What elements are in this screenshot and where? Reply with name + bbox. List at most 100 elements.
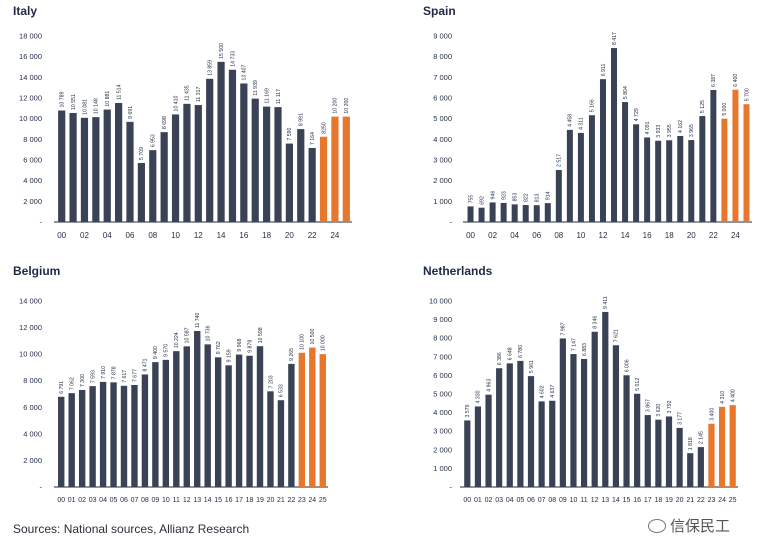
belgium-bar-17 xyxy=(235,354,243,487)
belgium-y-tick-label: 14 000 xyxy=(19,297,42,306)
italy-data-label: 10 148 xyxy=(94,98,100,114)
spain-bar-01 xyxy=(478,207,485,222)
netherlands-data-label: 2 145 xyxy=(699,431,705,444)
netherlands-x-tick-label: 18 xyxy=(654,497,662,504)
belgium-x-tick-label: 18 xyxy=(246,497,254,504)
spain-y-tick-label: 1 000 xyxy=(433,197,452,206)
italy-bar-09 xyxy=(160,132,168,222)
netherlands-bar-24 xyxy=(718,406,726,487)
netherlands-data-label: 6 006 xyxy=(624,359,630,372)
netherlands-y-tick-label: 3 000 xyxy=(433,427,452,436)
italy-bar-11 xyxy=(183,103,191,222)
netherlands-y-tick-label: 4 000 xyxy=(433,408,452,417)
italy-bar-12 xyxy=(194,105,202,222)
italy-bar-22 xyxy=(308,147,316,222)
belgium-x-tick-label: 14 xyxy=(204,497,212,504)
italy-data-label: 10 200 xyxy=(344,98,350,114)
italy-data-label: 7 590 xyxy=(287,127,293,140)
italy-bar-02 xyxy=(80,117,89,222)
netherlands-data-label: 7 987 xyxy=(561,322,567,335)
italy-x-tick-label: 20 xyxy=(285,231,294,240)
spain-y-tick-label: 9 000 xyxy=(433,32,452,41)
spain-data-label: 946 xyxy=(490,191,496,200)
belgium-bar-06 xyxy=(120,385,128,487)
spain-data-label: 6 911 xyxy=(601,63,607,76)
spain-bar-25 xyxy=(743,104,750,222)
spain-bar-09 xyxy=(566,129,573,222)
italy-bar-21 xyxy=(297,129,305,222)
italy-bar-14 xyxy=(217,61,225,223)
spain-data-label: 4 311 xyxy=(579,117,585,130)
belgium-x-tick-label: 22 xyxy=(287,497,295,504)
spain-y-tick-label: 3 000 xyxy=(433,156,452,165)
italy-x-tick-label: 12 xyxy=(194,231,203,240)
netherlands-y-tick-label: 8 000 xyxy=(433,334,452,343)
netherlands-x-tick-label: 02 xyxy=(485,497,493,504)
belgium-bar-00 xyxy=(58,396,65,487)
netherlands-x-tick-label: 14 xyxy=(612,497,620,504)
netherlands-x-tick-label: 13 xyxy=(601,497,609,504)
wechat-icon xyxy=(648,518,666,533)
netherlands-bar-17 xyxy=(644,415,651,487)
spain-data-label: 813 xyxy=(535,193,541,202)
belgium-x-tick-label: 12 xyxy=(183,497,191,504)
belgium-x-tick-label: 24 xyxy=(308,497,316,504)
italy-x-tick-label: 22 xyxy=(308,231,317,240)
italy-data-label: 6 953 xyxy=(151,134,157,147)
belgium-data-label: 8 471 xyxy=(143,358,149,371)
italy-x-tick-label: 02 xyxy=(80,231,89,240)
belgium-y-tick-label: - xyxy=(40,483,43,492)
belgium-x-tick-label: 03 xyxy=(89,497,97,504)
netherlands-y-tick-label: 6 000 xyxy=(433,371,452,380)
italy-data-label: 10 789 xyxy=(59,92,65,108)
belgium-x-tick-label: 01 xyxy=(68,497,76,504)
spain-x-tick-label: 12 xyxy=(599,231,608,240)
spain-data-label: 5 125 xyxy=(700,100,706,113)
spain-bar-02 xyxy=(489,202,496,222)
spain-bar-05 xyxy=(522,205,529,222)
belgium-x-tick-label: 13 xyxy=(193,497,201,504)
netherlands-x-tick-label: 24 xyxy=(718,497,726,504)
belgium-data-label: 10 587 xyxy=(185,327,191,343)
netherlands-y-tick-label: 7 000 xyxy=(433,352,452,361)
spain-data-label: 692 xyxy=(479,196,485,205)
netherlands-data-label: 4 602 xyxy=(539,385,545,398)
spain-bar-19 xyxy=(677,135,684,222)
italy-bar-23 xyxy=(319,136,328,222)
italy-x-tick-label: 18 xyxy=(262,231,271,240)
netherlands-x-tick-label: 10 xyxy=(570,497,578,504)
netherlands-data-label: 6 648 xyxy=(508,347,514,360)
italy-data-label: 13 859 xyxy=(207,60,213,76)
spain-data-label: 5 804 xyxy=(623,86,629,99)
netherlands-data-label: 8 346 xyxy=(592,316,598,329)
italy-y-tick-label: 2 000 xyxy=(23,197,42,206)
netherlands-bar-03 xyxy=(496,368,503,487)
italy-data-label: 13 407 xyxy=(242,64,248,80)
spain-data-label: 4 458 xyxy=(568,114,574,127)
belgium-x-tick-label: 04 xyxy=(99,497,107,504)
spain-bar-10 xyxy=(577,132,584,222)
watermark-text: 信保民工 xyxy=(670,517,731,535)
belgium-bar-22 xyxy=(288,363,295,487)
spain-chart-title: Spain xyxy=(423,4,456,18)
belgium-y-tick-label: 8 000 xyxy=(23,376,42,385)
belgium-x-tick-label: 09 xyxy=(151,497,159,504)
italy-bar-16 xyxy=(240,83,248,222)
belgium-x-tick-label: 05 xyxy=(110,497,118,504)
belgium-bar-05 xyxy=(110,382,117,487)
belgium-x-tick-label: 20 xyxy=(267,497,275,504)
belgium-bar-07 xyxy=(131,385,138,487)
spain-data-label: 8 417 xyxy=(612,32,618,45)
netherlands-x-tick-label: 01 xyxy=(474,497,482,504)
netherlands-data-label: 6 386 xyxy=(497,352,503,365)
belgium-bar-02 xyxy=(78,390,86,487)
netherlands-bar-08 xyxy=(549,400,556,487)
belgium-y-tick-label: 10 000 xyxy=(19,350,42,359)
source-note: Sources: National sources, Allianz Resea… xyxy=(13,522,250,536)
spain-bar-04 xyxy=(511,204,518,222)
italy-data-label: 14 733 xyxy=(230,51,236,67)
spain-x-tick-label: 02 xyxy=(488,231,497,240)
netherlands-x-tick-label: 19 xyxy=(665,497,673,504)
netherlands-data-label: 4 330 xyxy=(476,390,482,403)
